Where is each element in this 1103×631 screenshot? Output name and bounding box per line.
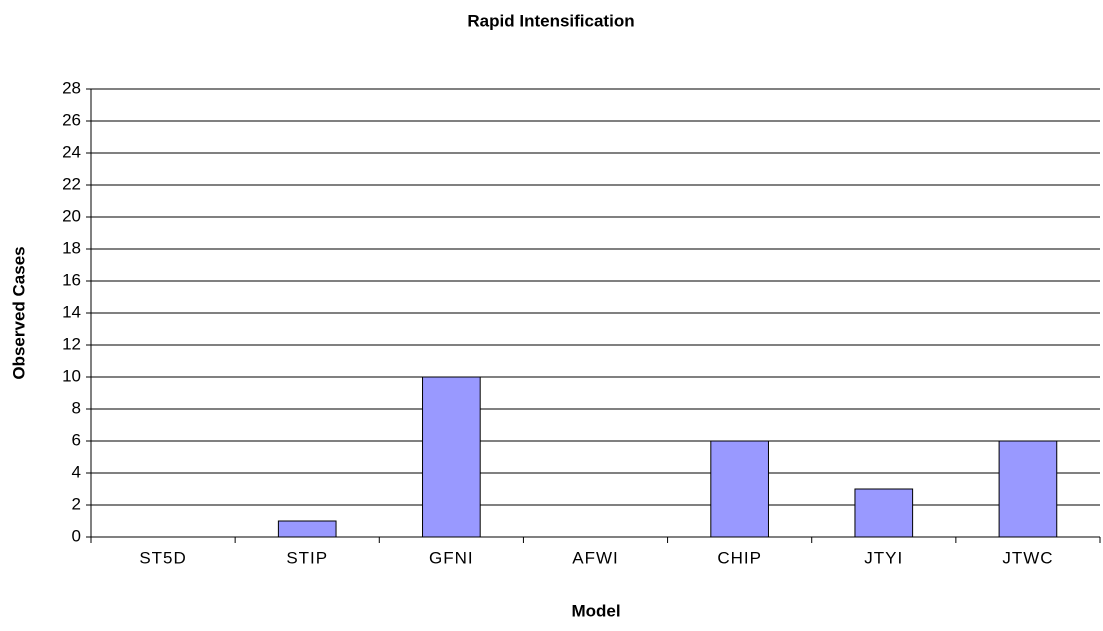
y-tick-label: 28: [62, 78, 81, 97]
y-tick-label: 10: [62, 366, 81, 385]
x-tick-label: CHIP: [717, 548, 762, 567]
y-tick-label: 24: [62, 142, 81, 161]
bar: [710, 440, 769, 538]
bar: [998, 440, 1058, 538]
y-tick-label: 14: [62, 302, 81, 321]
bar: [422, 376, 481, 538]
chart-title: Rapid Intensification: [467, 11, 634, 30]
y-tick-label: 22: [62, 174, 81, 193]
y-tick-label: 0: [72, 526, 81, 545]
bar: [854, 488, 914, 538]
y-tick-label: 20: [62, 206, 81, 225]
x-axis-label: Model: [571, 601, 620, 620]
bar: [277, 520, 337, 538]
x-tick-label: GFNI: [429, 548, 474, 567]
y-tick-label: 2: [72, 494, 81, 513]
x-tick-label: JTWC: [1002, 548, 1053, 567]
y-axis-label: Observed Cases: [9, 246, 28, 379]
x-tick-label: ST5D: [139, 548, 186, 567]
x-tick-label: AFWI: [572, 548, 619, 567]
y-tick-label: 26: [62, 110, 81, 129]
y-tick-label: 12: [62, 334, 81, 353]
x-tick-label: STIP: [286, 548, 328, 567]
y-tick-label: 18: [62, 238, 81, 257]
y-tick-label: 4: [72, 462, 81, 481]
y-tick-label: 16: [62, 270, 81, 289]
y-tick-label: 6: [72, 430, 81, 449]
y-tick-label: 8: [72, 398, 81, 417]
x-tick-label: JTYI: [864, 548, 903, 567]
